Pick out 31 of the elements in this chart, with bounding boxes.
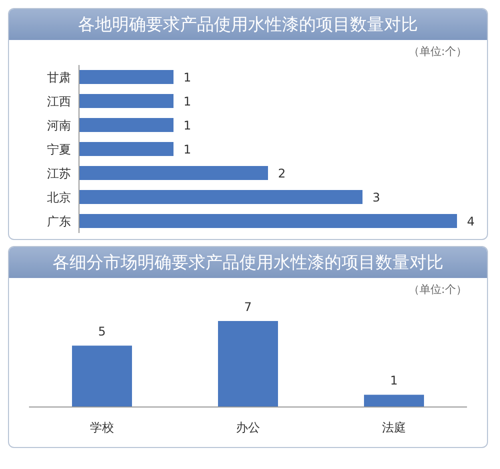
x-tick-label: 法庭 (382, 420, 406, 435)
data-label: 5 (98, 324, 106, 339)
data-label: 1 (184, 94, 192, 108)
bar (79, 94, 174, 108)
data-label: 1 (184, 142, 192, 156)
chart-title: 各细分市场明确要求产品使用水性漆的项目数量对比 (9, 247, 487, 278)
y-tick-label: 甘肃 (47, 70, 71, 84)
x-tick-label: 办公 (236, 420, 260, 435)
data-label: 7 (244, 300, 252, 314)
y-tick-label: 河南 (47, 118, 71, 132)
text: （单位:个） (407, 44, 468, 59)
data-label: 4 (467, 214, 475, 228)
data-label: 2 (278, 166, 286, 180)
bar (79, 142, 174, 156)
y-tick-label: 北京 (47, 190, 71, 204)
data-label: 1 (390, 374, 398, 388)
text: （单位:个） (407, 282, 468, 297)
y-tick-label: 广东 (47, 214, 71, 228)
bar (79, 214, 457, 228)
bar (79, 190, 362, 204)
y-tick-label: 宁夏 (47, 142, 71, 156)
chart-title: 各地明确要求产品使用水性漆的项目数量对比 (9, 9, 487, 40)
x-tick-label: 学校 (90, 420, 114, 435)
data-label: 1 (184, 118, 192, 132)
data-label: 1 (184, 70, 192, 84)
bar (79, 70, 174, 84)
y-tick-label: 江西 (47, 94, 71, 108)
y-tick-label: 江苏 (47, 166, 71, 180)
bar (79, 118, 174, 132)
data-label: 3 (372, 190, 380, 204)
bar (79, 166, 268, 180)
